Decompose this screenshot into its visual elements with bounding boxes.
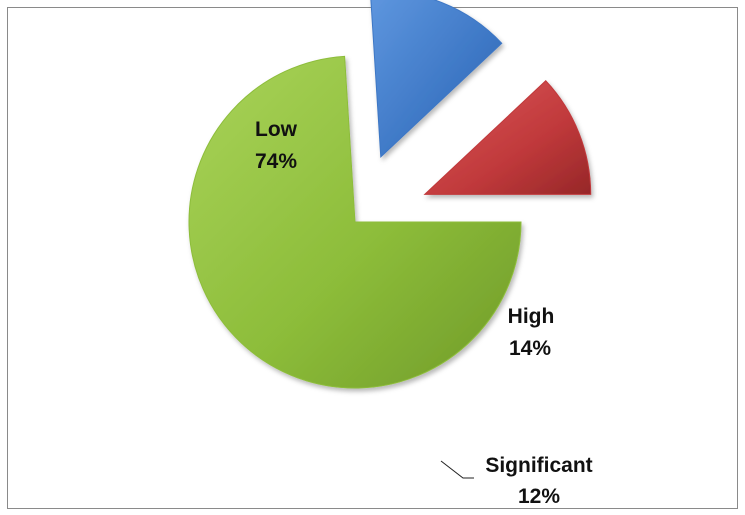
label-category-high: High: [508, 305, 555, 328]
label-category-low: Low: [255, 118, 298, 141]
pie-slice-low: [188, 55, 522, 389]
label-value-high: 14%: [509, 337, 551, 360]
leader-line-significant: [440, 460, 474, 479]
label-value-significant: 12%: [518, 485, 560, 508]
label-value-low: 74%: [255, 150, 297, 173]
pie-slice-high: [370, 0, 503, 159]
label-category-significant: Significant: [485, 454, 592, 477]
pie-slice-significant: [423, 80, 592, 195]
